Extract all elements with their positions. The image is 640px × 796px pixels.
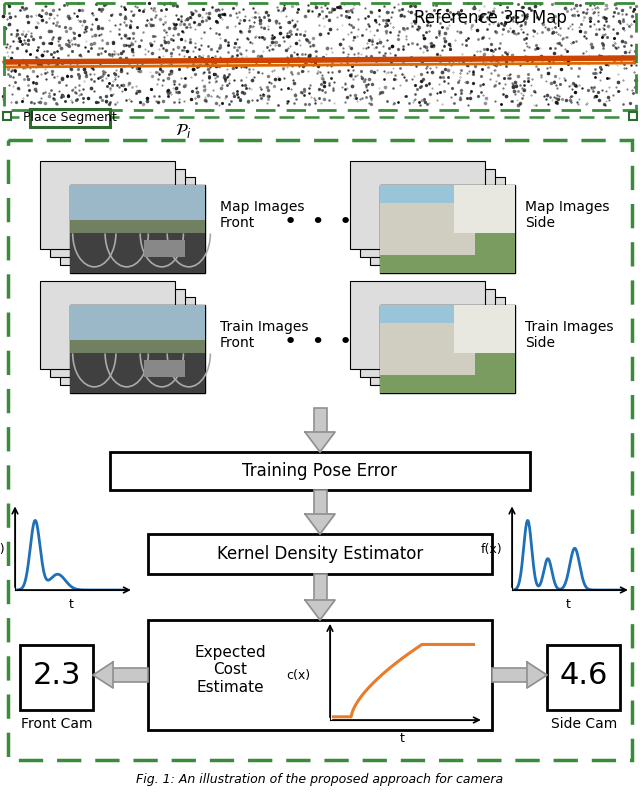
Text: Fig. 1: An illustration of the proposed approach for camera: Fig. 1: An illustration of the proposed … [136, 774, 504, 786]
Bar [360, 289, 495, 377]
Text: t: t [566, 598, 570, 611]
Text: $\mathcal{P}_i$: $\mathcal{P}_i$ [175, 122, 191, 140]
Bar [70, 185, 205, 273]
Bar [148, 620, 492, 730]
Text: Expected
Cost
Estimate: Expected Cost Estimate [194, 645, 266, 695]
Bar [547, 645, 620, 710]
Bar [380, 185, 515, 229]
Text: Train Images
Side: Train Images Side [525, 320, 614, 350]
Text: Training Pose Error: Training Pose Error [243, 462, 397, 480]
Bar [144, 240, 185, 257]
Text: Reference 3D Map: Reference 3D Map [413, 9, 566, 27]
Bar [380, 229, 515, 273]
Bar [113, 668, 148, 682]
Bar [314, 574, 326, 600]
Text: Place Segment: Place Segment [23, 111, 117, 124]
Bar [50, 289, 185, 377]
Bar [380, 305, 515, 393]
Bar [144, 360, 185, 377]
Text: Map Images
Side: Map Images Side [525, 200, 609, 230]
Bar [148, 534, 492, 574]
Bar [20, 645, 93, 710]
Bar [370, 177, 505, 265]
Bar [350, 281, 485, 369]
Bar [70, 353, 205, 393]
Bar [40, 161, 175, 249]
Text: t: t [400, 732, 405, 744]
Text: c(x): c(x) [286, 669, 310, 681]
Polygon shape [305, 514, 335, 534]
Text: Map Images
Front: Map Images Front [220, 200, 305, 230]
Polygon shape [305, 432, 335, 452]
Polygon shape [93, 662, 113, 688]
Text: •  •  •: • • • [284, 332, 352, 352]
Bar [110, 452, 530, 490]
Bar [380, 203, 474, 256]
Bar [350, 161, 485, 249]
Bar [70, 220, 205, 233]
Bar [380, 349, 515, 393]
Polygon shape [305, 600, 335, 620]
Text: Front Cam: Front Cam [21, 717, 93, 731]
Text: Kernel Density Estimator: Kernel Density Estimator [217, 545, 423, 563]
Polygon shape [527, 662, 547, 688]
Text: 2.3: 2.3 [33, 661, 81, 689]
Bar [3, 112, 11, 120]
Bar [314, 408, 326, 432]
Bar [629, 112, 637, 120]
Bar [60, 177, 195, 265]
Bar [380, 305, 515, 349]
Text: Train Images
Front: Train Images Front [220, 320, 308, 350]
Bar [60, 297, 195, 385]
Bar [70, 305, 205, 393]
Bar [370, 297, 505, 385]
Bar [360, 169, 495, 257]
Bar [40, 281, 175, 369]
Bar [70, 185, 205, 220]
Bar [70, 233, 205, 273]
Text: Side Cam: Side Cam [551, 717, 617, 731]
Bar [70, 340, 205, 353]
Bar [454, 185, 515, 233]
Text: 4.6: 4.6 [560, 661, 608, 689]
Bar [314, 490, 326, 514]
Text: t: t [68, 598, 74, 611]
Bar [30, 109, 110, 127]
Text: •  •  •: • • • [284, 212, 352, 232]
Text: f(x): f(x) [481, 544, 502, 556]
Bar [380, 185, 515, 273]
Text: f(x): f(x) [0, 544, 6, 556]
Bar [50, 169, 185, 257]
Bar [70, 305, 205, 340]
Bar [380, 322, 474, 376]
Bar [492, 668, 527, 682]
Bar [4, 3, 636, 110]
Bar [454, 305, 515, 353]
Bar [8, 140, 632, 760]
